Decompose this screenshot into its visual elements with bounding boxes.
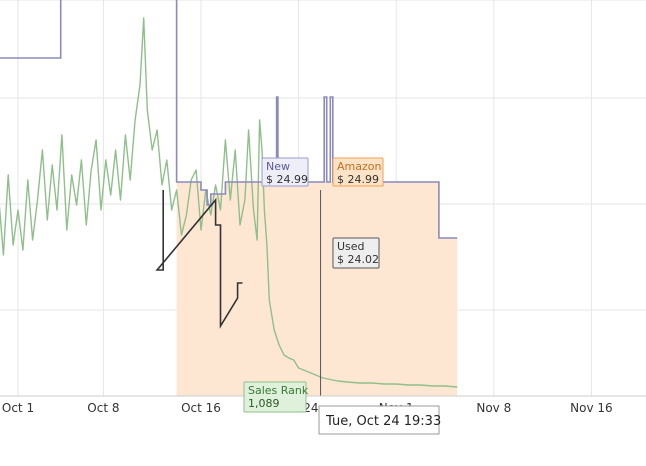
used-price-tooltip-value: $ 24.02 <box>337 253 379 266</box>
crosshair-date-box: Tue, Oct 24 19:33 <box>318 405 441 435</box>
new-price-tooltip: New$ 24.99 <box>261 157 309 187</box>
sales-rank-line <box>0 17 458 388</box>
amazon-price-area <box>176 182 458 396</box>
new-price-tooltip-value: $ 24.99 <box>266 173 308 186</box>
amazon-price-tooltip-name: Amazon <box>337 160 381 173</box>
x-tick-label: Oct 1 <box>2 401 34 415</box>
used-price-line <box>155 190 243 329</box>
sales-rank-tooltip-value: 1,089 <box>248 397 280 410</box>
crosshair-date-background <box>318 405 440 435</box>
new-price-tooltip-box <box>261 157 309 187</box>
x-tick-label: Nov 8 <box>476 401 511 415</box>
new-price-tooltip-name: New <box>266 160 290 173</box>
x-tick-label: Nov 16 <box>570 401 613 415</box>
x-tick-label: Oct 8 <box>87 401 119 415</box>
used-price-tooltip-box <box>332 237 380 269</box>
amazon-price-tooltip: Amazon$ 24.99 <box>332 157 384 187</box>
crosshair-date-label: Tue, Oct 24 19:33 <box>325 414 441 429</box>
sales-rank-tooltip-name: Sales Rank <box>248 384 309 397</box>
sales-rank-tooltip-box <box>243 381 307 413</box>
used-price-tooltip: Used$ 24.02 <box>332 237 380 269</box>
amazon-price-tooltip-value: $ 24.99 <box>337 173 379 186</box>
used-price-tooltip-name: Used <box>337 240 365 253</box>
x-tick-label: Oct 16 <box>181 401 221 415</box>
amazon-price-tooltip-box <box>332 157 384 187</box>
new-price-line <box>0 0 458 239</box>
